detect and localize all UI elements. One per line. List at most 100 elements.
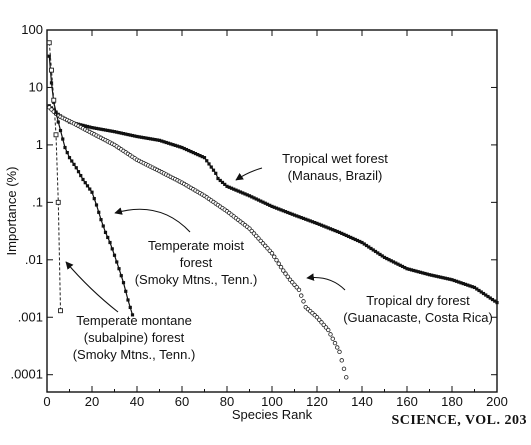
data-point bbox=[330, 336, 335, 341]
data-point bbox=[81, 177, 85, 182]
data-point bbox=[243, 192, 247, 196]
data-point bbox=[427, 273, 432, 277]
label-montane: Temperate montane (subalpine) forest (Smok… bbox=[73, 313, 196, 362]
data-point bbox=[56, 120, 60, 124]
data-point bbox=[220, 180, 225, 185]
data-point bbox=[301, 216, 306, 221]
data-point bbox=[263, 201, 267, 205]
data-point bbox=[209, 165, 213, 169]
data-point bbox=[92, 197, 96, 201]
data-point bbox=[164, 140, 168, 145]
data-point bbox=[112, 130, 117, 134]
label-line: Tropical dry forest bbox=[366, 293, 470, 308]
label-line: Tropical wet forest bbox=[282, 151, 388, 166]
data-point bbox=[128, 305, 132, 310]
data-point bbox=[481, 291, 486, 296]
data-point bbox=[296, 287, 302, 293]
data-point bbox=[108, 129, 112, 133]
data-point bbox=[484, 293, 488, 297]
series-wet bbox=[47, 104, 499, 305]
data-point bbox=[63, 145, 67, 150]
data-point bbox=[119, 131, 123, 135]
data-point bbox=[328, 332, 333, 337]
series-moist bbox=[47, 54, 135, 317]
data-point bbox=[355, 238, 360, 243]
data-point bbox=[493, 299, 497, 303]
data-point bbox=[490, 297, 495, 302]
data-point bbox=[189, 149, 193, 154]
data-point bbox=[106, 128, 110, 133]
data-point bbox=[180, 145, 184, 150]
y-tick-label: .0001 bbox=[10, 367, 43, 382]
y-tick-label: .001 bbox=[18, 309, 43, 324]
x-tick-label: 60 bbox=[175, 394, 189, 409]
x-tick-label: 100 bbox=[261, 394, 283, 409]
data-point bbox=[324, 225, 328, 229]
data-point bbox=[360, 240, 364, 245]
data-point bbox=[495, 300, 499, 305]
data-point bbox=[281, 268, 286, 273]
data-point bbox=[90, 126, 94, 130]
data-point bbox=[79, 173, 83, 178]
data-point bbox=[166, 141, 171, 145]
data-point bbox=[214, 171, 218, 175]
data-point bbox=[121, 281, 126, 285]
data-point bbox=[126, 132, 130, 137]
label-line: (Guanacaste, Costa Rica) bbox=[343, 310, 493, 325]
data-point bbox=[315, 221, 319, 226]
data-point bbox=[448, 277, 452, 281]
data-point bbox=[488, 296, 492, 300]
y-tick-label: .01 bbox=[25, 252, 43, 267]
data-point bbox=[216, 176, 220, 181]
data-point bbox=[479, 290, 483, 294]
data-point bbox=[326, 327, 331, 333]
data-point bbox=[463, 282, 468, 286]
data-series bbox=[46, 40, 499, 380]
data-point bbox=[76, 170, 81, 174]
data-point bbox=[344, 375, 349, 380]
data-point bbox=[328, 227, 333, 231]
data-point bbox=[85, 184, 90, 188]
data-point bbox=[184, 147, 189, 152]
data-point bbox=[103, 128, 108, 132]
data-point bbox=[466, 283, 470, 287]
x-axis-label: Species Rank bbox=[232, 407, 313, 422]
data-point bbox=[112, 253, 117, 257]
data-point bbox=[108, 240, 112, 245]
data-point bbox=[247, 194, 252, 198]
data-point bbox=[128, 133, 132, 137]
data-point bbox=[153, 137, 157, 142]
data-point bbox=[317, 222, 321, 226]
data-point bbox=[101, 224, 105, 228]
data-point bbox=[241, 191, 245, 195]
data-point bbox=[477, 288, 481, 293]
data-point bbox=[252, 196, 256, 200]
data-point bbox=[285, 274, 290, 279]
label-moist: Temperate moist forest (Smoky Mtns., Tenn.… bbox=[135, 238, 258, 287]
data-point bbox=[47, 54, 51, 58]
data-point bbox=[278, 264, 284, 270]
data-point bbox=[269, 251, 275, 256]
data-point bbox=[270, 204, 274, 209]
data-point bbox=[133, 134, 137, 138]
data-point bbox=[405, 267, 409, 271]
data-point bbox=[99, 127, 103, 131]
data-point bbox=[335, 229, 339, 234]
data-point bbox=[53, 132, 59, 138]
data-point bbox=[49, 81, 54, 85]
data-point bbox=[169, 142, 173, 146]
data-point bbox=[137, 135, 141, 139]
data-point bbox=[126, 298, 130, 302]
data-point bbox=[259, 199, 263, 203]
data-point bbox=[196, 153, 200, 157]
data-point bbox=[335, 345, 340, 350]
series-montane bbox=[46, 40, 63, 314]
data-point bbox=[265, 202, 270, 206]
data-point bbox=[254, 197, 258, 201]
data-point bbox=[434, 274, 438, 278]
data-point bbox=[364, 243, 369, 248]
data-point bbox=[173, 143, 177, 147]
arrow-wet bbox=[235, 167, 263, 181]
data-point bbox=[396, 262, 400, 266]
label-line: (Smoky Mtns., Tenn.) bbox=[135, 272, 258, 287]
